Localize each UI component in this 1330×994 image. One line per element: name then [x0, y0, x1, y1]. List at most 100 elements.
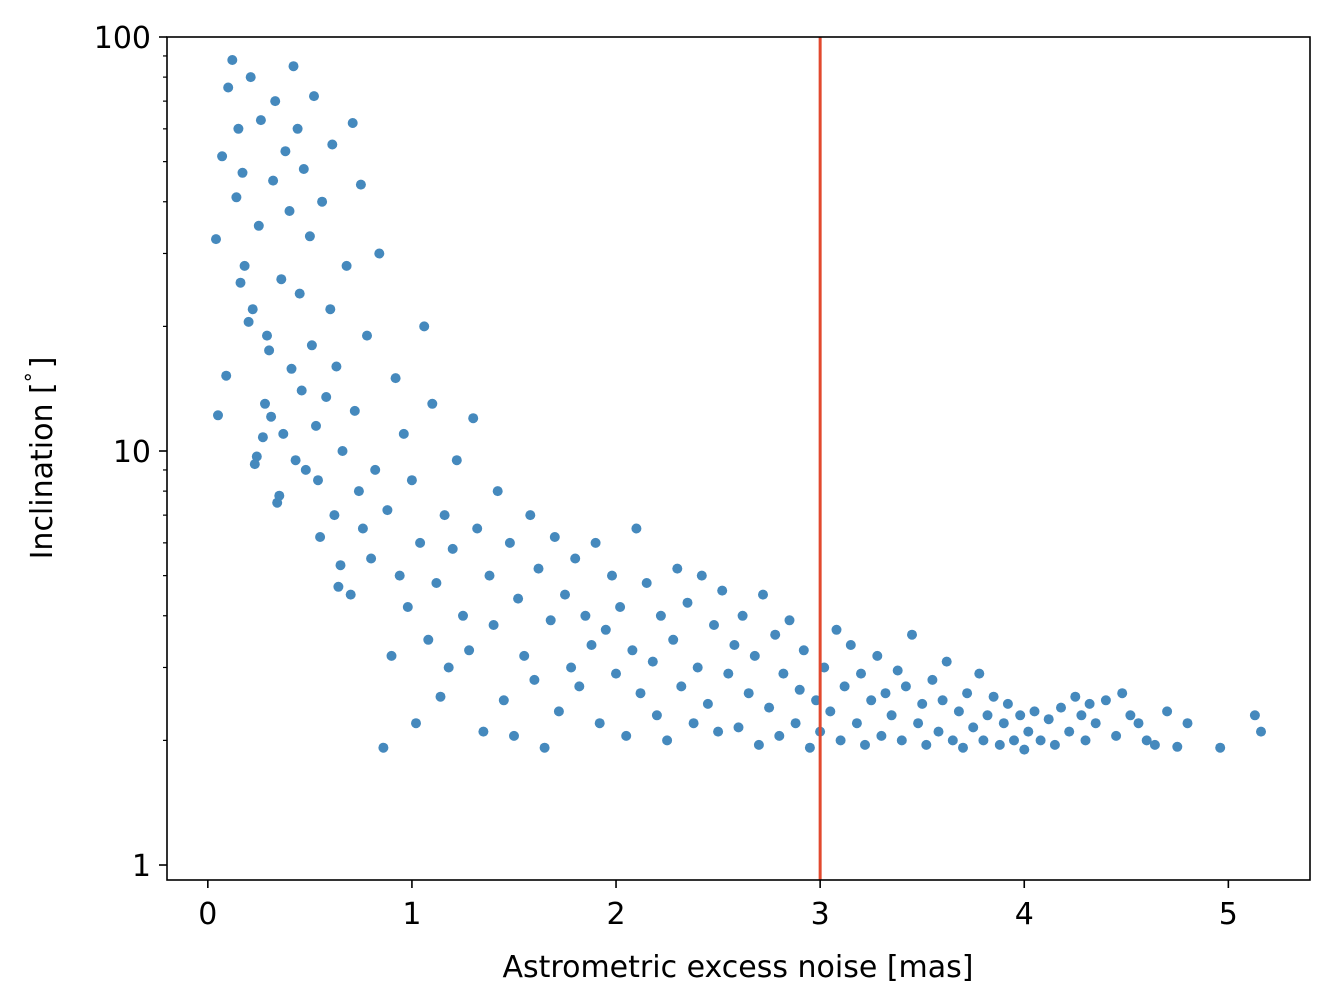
scatter-point — [378, 742, 389, 753]
scatter-point — [713, 726, 724, 737]
x-tick-label: 4 — [1015, 897, 1034, 932]
scatter-point — [341, 260, 352, 271]
y-axis-label: Inclination [°] — [21, 357, 60, 560]
scatter-point — [1064, 726, 1075, 737]
scatter-point — [415, 537, 426, 548]
scatter-point — [231, 192, 242, 203]
scatter-point — [631, 523, 642, 534]
scatter-point — [1172, 741, 1183, 752]
scatter-point — [239, 260, 250, 271]
scatter-point — [435, 691, 446, 702]
scatter-point — [866, 695, 877, 706]
scatter-point — [921, 739, 932, 750]
scatter-point — [498, 695, 509, 706]
scatter-point — [274, 490, 285, 501]
scatter-point — [994, 739, 1005, 750]
scatter-point — [313, 475, 323, 486]
scatter-point — [733, 722, 744, 733]
scatter-point — [345, 589, 356, 600]
scatter-point — [770, 629, 781, 640]
scatter-point — [764, 702, 775, 713]
scatter-point — [655, 610, 666, 621]
scatter-point — [315, 532, 326, 542]
scatter-point — [296, 385, 307, 396]
scatter-point — [519, 650, 530, 661]
scatter-point — [692, 662, 703, 673]
scatter-point — [394, 570, 405, 581]
scatter-point — [213, 410, 223, 421]
scatter-point — [468, 413, 479, 424]
scatter-point — [1125, 710, 1136, 721]
scatter-point — [611, 668, 621, 679]
scatter-point — [504, 537, 515, 548]
scatter-point — [286, 363, 297, 374]
y-tick-label: 10 — [113, 435, 151, 470]
scatter-point — [443, 662, 454, 673]
scatter-point — [988, 691, 999, 702]
scatter-point — [1133, 718, 1144, 729]
scatter-point — [835, 735, 846, 746]
scatter-point — [288, 61, 299, 72]
scatter-point — [607, 570, 617, 581]
scatter-point — [668, 634, 679, 645]
scatter-point — [798, 645, 809, 656]
y-tick-label: 100 — [94, 21, 151, 56]
scatter-point — [774, 730, 785, 741]
scatter-point — [398, 428, 409, 439]
scatter-point — [321, 392, 332, 402]
scatter-point — [1002, 698, 1013, 709]
scatter-point — [1076, 710, 1087, 721]
scatter-point — [794, 684, 805, 695]
scatter-point — [357, 523, 368, 534]
scatter-point — [478, 726, 489, 737]
scatter-point — [488, 620, 499, 630]
scatter-point — [264, 345, 275, 356]
scatter-point — [1049, 739, 1060, 750]
scatter-point — [447, 543, 458, 554]
scatter-point — [366, 553, 377, 564]
scatter-point — [702, 698, 713, 709]
plot-background — [167, 37, 1310, 880]
scatter-point — [266, 411, 277, 422]
scatter-point — [856, 668, 866, 679]
scatter-point — [570, 553, 581, 564]
x-tick-label: 1 — [402, 897, 421, 932]
scatter-point — [268, 175, 279, 186]
scatter-point — [237, 167, 248, 178]
scatter-point — [804, 742, 815, 753]
scatter-point — [937, 695, 948, 706]
scatter-point — [331, 361, 342, 372]
x-tick-label: 5 — [1219, 897, 1238, 932]
scatter-point — [831, 624, 842, 635]
scatter-point — [647, 656, 658, 667]
scatter-point — [431, 578, 442, 588]
scatter-point — [1015, 710, 1026, 721]
scatter-point — [382, 505, 393, 516]
scatter-point — [851, 718, 862, 729]
scatter-point — [513, 593, 524, 604]
scatter-point — [317, 196, 328, 207]
scatter-point — [880, 688, 891, 699]
scatter-point — [635, 688, 646, 699]
scatter-point — [594, 718, 605, 729]
x-axis-ticks: 0 1 2 3 4 5 — [198, 880, 1238, 932]
x-tick-label: 2 — [606, 897, 625, 932]
scatter-point — [270, 96, 281, 107]
scatter-point — [309, 91, 319, 102]
scatter-point — [600, 624, 611, 635]
scatter-point — [406, 475, 417, 486]
scatter-point — [253, 220, 264, 231]
scatter-point — [709, 620, 719, 630]
scatter-point — [1256, 726, 1266, 737]
scatter-point — [641, 578, 652, 588]
scatter-point — [872, 650, 883, 661]
scatter-point — [451, 455, 462, 466]
scatter-point — [411, 718, 421, 729]
scatter-point — [247, 304, 258, 315]
scatter-point — [737, 610, 748, 621]
scatter-point — [545, 615, 556, 626]
scatter-point — [1056, 702, 1066, 713]
scatter-point — [560, 589, 570, 600]
scatter-point — [294, 288, 305, 299]
